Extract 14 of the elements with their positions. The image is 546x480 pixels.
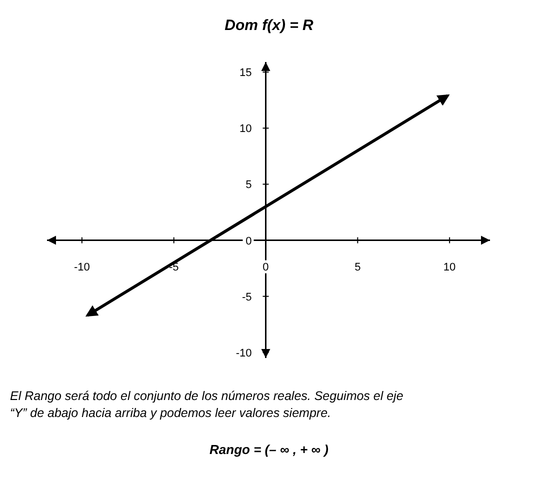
y-tick-label: 0 — [246, 235, 252, 248]
y-tick-label: 5 — [246, 179, 252, 192]
chart-title: Dom f(x) = R — [224, 17, 314, 34]
text: “Y” de abajo hacia arriba y podemos leer valores siempre. — [10, 406, 331, 420]
x-tick-label: -10 — [74, 261, 90, 274]
y-tick-label: -5 — [242, 291, 252, 304]
text: Rango = (– ∞ , + ∞ ) — [210, 442, 328, 457]
x-tick-label: 5 — [354, 261, 361, 274]
text: El Rango será todo el conjunto de los números reales. Seguimos el eje — [10, 389, 404, 403]
x-tick-label: 0 — [262, 261, 269, 274]
y-tick-label: 10 — [239, 123, 252, 136]
x-tick-label: 10 — [443, 261, 456, 274]
y-tick-label: -10 — [236, 347, 252, 360]
y-tick-label: 15 — [239, 67, 252, 80]
